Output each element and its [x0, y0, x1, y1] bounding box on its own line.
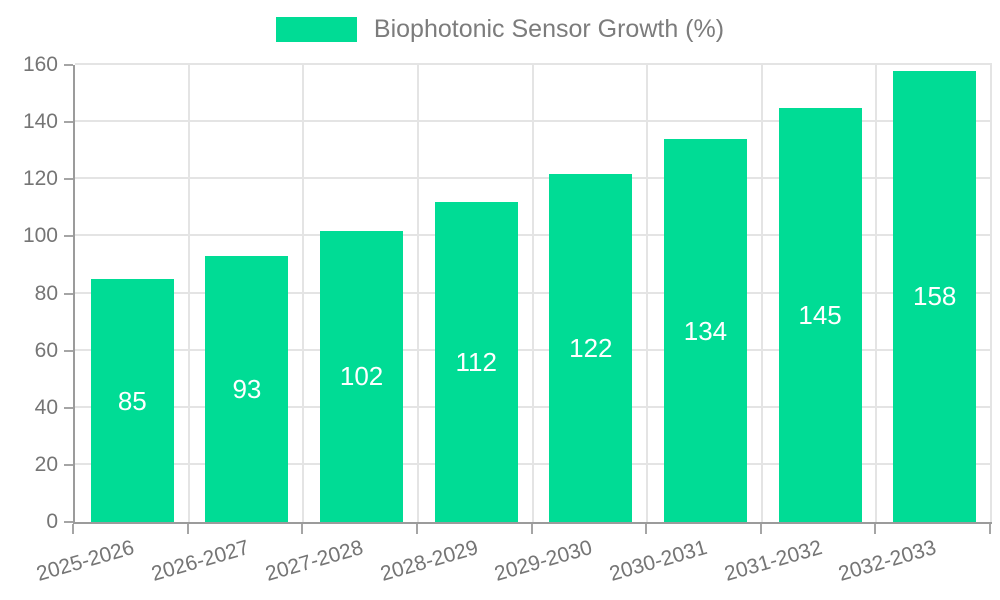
x-tick-mark: [645, 524, 648, 534]
h-gridline: [75, 348, 992, 351]
y-tick-mark: [64, 521, 73, 523]
y-tick-mark: [64, 121, 73, 124]
bar[interactable]: [778, 107, 862, 522]
v-gridline: [302, 65, 305, 522]
v-gridline: [990, 65, 992, 522]
h-gridline: [75, 405, 992, 408]
v-gridline: [646, 65, 649, 522]
y-tick-label: 40: [34, 395, 58, 419]
v-gridline: [531, 65, 534, 522]
bar-value-label: 134: [683, 315, 728, 346]
bar[interactable]: [434, 202, 518, 522]
bar[interactable]: [90, 279, 174, 522]
bar-value-label: 102: [339, 361, 384, 392]
bar[interactable]: [893, 70, 977, 522]
bar-value-label: 158: [912, 281, 957, 312]
y-tick-label: 100: [22, 224, 58, 248]
v-gridline: [416, 65, 419, 522]
x-tick-mark: [301, 524, 304, 534]
x-tick-mark: [759, 524, 762, 534]
x-tick-label-text: 2032-2033: [836, 536, 940, 586]
x-tick-mark: [72, 524, 74, 534]
bar[interactable]: [549, 173, 633, 522]
x-tick-label-text: 2028-2029: [377, 536, 481, 586]
bar-value-label: 93: [232, 374, 262, 405]
h-gridline: [75, 462, 992, 465]
y-tick-label: 60: [34, 338, 58, 362]
y-tick-mark: [64, 178, 73, 181]
x-tick-label-text: 2027-2028: [263, 536, 366, 586]
x-tick-mark: [874, 524, 877, 534]
bar-value-label: 145: [798, 299, 842, 330]
legend-label[interactable]: Biophotonic Sensor Growth (%): [373, 15, 725, 43]
bar-value-label: 112: [455, 347, 497, 378]
plot-area: 85 93 102 112 122 134 145 158: [73, 63, 992, 524]
y-tick-mark: [64, 292, 73, 295]
chart-legend: Biophotonic Sensor Growth (%): [0, 15, 1000, 44]
y-tick-mark: [64, 349, 73, 352]
x-tick-mark: [530, 524, 533, 534]
h-gridline: [75, 63, 992, 65]
v-gridline: [875, 65, 878, 522]
legend-swatch[interactable]: [275, 17, 357, 42]
x-tick-label-text: 2030-2031: [606, 536, 710, 586]
y-tick-mark: [64, 463, 73, 466]
y-tick-label: 0: [46, 510, 58, 533]
bar[interactable]: [320, 230, 404, 522]
y-tick-label: 140: [22, 110, 58, 134]
bar[interactable]: [663, 139, 747, 522]
bar-value-label: 85: [117, 385, 147, 416]
x-tick-mark: [415, 524, 418, 534]
h-gridline: [75, 234, 992, 237]
h-gridline: [75, 120, 992, 123]
x-tick-mark: [186, 524, 189, 534]
x-tick-label-text: 2026-2027: [148, 536, 252, 586]
v-gridline: [187, 65, 190, 522]
x-tick-mark: [989, 524, 991, 534]
v-gridline: [760, 65, 763, 522]
y-tick-mark: [64, 64, 73, 66]
y-tick-label: 160: [22, 53, 58, 76]
y-tick-mark: [64, 406, 73, 409]
bar[interactable]: [205, 256, 289, 522]
x-tick-label-text: 2031-2032: [721, 536, 825, 586]
y-tick-mark: [64, 235, 73, 238]
x-tick-label-text: 2025-2026: [33, 536, 137, 586]
y-tick-label: 20: [34, 452, 58, 476]
bar-value-label: 122: [569, 332, 613, 363]
y-tick-label: 80: [34, 281, 58, 305]
y-tick-label: 120: [22, 167, 58, 191]
h-gridline: [75, 177, 992, 180]
x-tick-label-text: 2029-2030: [492, 536, 596, 586]
h-gridline: [75, 291, 992, 294]
